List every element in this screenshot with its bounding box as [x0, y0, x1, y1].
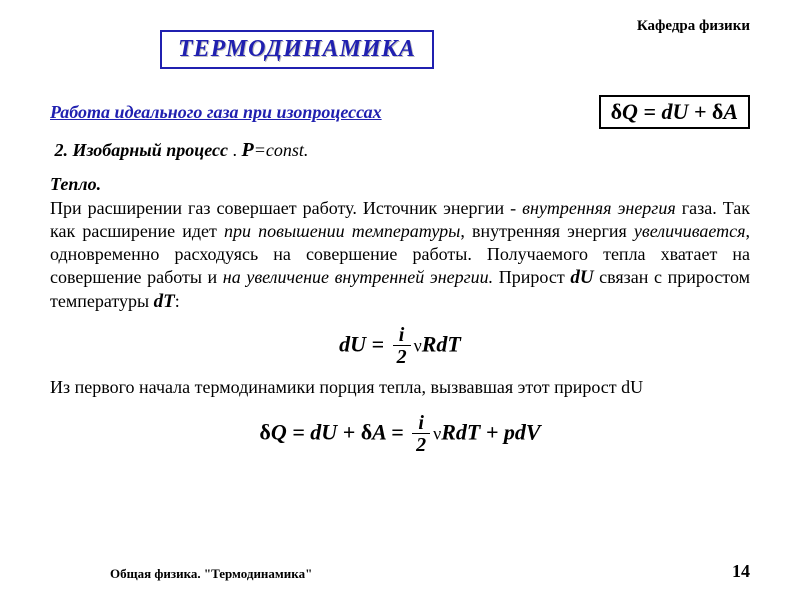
p1-t5: Прирост	[493, 267, 570, 287]
page-number: 14	[732, 561, 750, 582]
eq-A: A	[723, 99, 738, 124]
eq1-lhs: dU =	[339, 331, 389, 356]
p1-t1: При расширении газ совершает работу. Ист…	[50, 198, 522, 218]
subtitle: Работа идеального газа при изопроцессах	[50, 102, 382, 123]
eq1-num: i	[393, 325, 411, 346]
paragraph-2: Из первого начала термодинамики порция т…	[50, 376, 750, 399]
footer: Общая физика. "Термодинамика" 14	[0, 561, 800, 582]
eq2-d1: δ	[259, 419, 270, 444]
process-number: 2.	[55, 140, 69, 160]
eq2-den: 2	[412, 434, 430, 456]
p1-i3: увеличивается	[634, 221, 746, 241]
eq-Q: Q	[622, 99, 638, 124]
p2-v1: dU	[621, 377, 643, 397]
process-var: P	[242, 139, 254, 161]
p1-i4: на увеличение внутренней энергии.	[223, 267, 493, 287]
eq2-num: i	[412, 413, 430, 434]
p1-i2: при повышении температуры	[224, 221, 460, 241]
department-label: Кафедра физики	[637, 18, 750, 35]
process-dot: .	[228, 140, 242, 160]
process-name: Изобарный процесс	[73, 140, 229, 160]
process-eq: =	[254, 140, 266, 160]
paragraph-1: При расширении газ совершает работу. Ист…	[50, 197, 750, 315]
p1-v1: dU	[570, 267, 593, 288]
eq-delta2: δ	[712, 99, 723, 124]
process-line: 2. Изобарный процесс . P=const.	[50, 139, 750, 162]
eq2-p2: A =	[372, 419, 409, 444]
eq2-frac: i2	[412, 413, 430, 456]
heat-label: Тепло.	[50, 174, 750, 195]
eq-delta1: δ	[611, 99, 622, 124]
eq1-nu: ν	[414, 335, 422, 355]
course-label: Общая физика. "Термодинамика"	[110, 566, 312, 582]
eq-eq: =	[638, 99, 662, 124]
eq2-p1: Q = dU +	[271, 419, 361, 444]
page-title: ТЕРМОДИНАМИКА	[178, 36, 416, 62]
equation-dU: dU = i2νRdT	[50, 325, 750, 368]
title-box: ТЕРМОДИНАМИКА	[160, 30, 434, 69]
p1-t7: :	[175, 291, 180, 311]
main-equation: δQ = dU + δA	[599, 95, 750, 129]
p2-t1: Из первого начала термодинамики порция т…	[50, 377, 621, 397]
eq1-frac: i2	[393, 325, 411, 368]
eq-dU: dU	[661, 99, 688, 124]
p1-v2: dТ	[154, 291, 175, 312]
eq1-den: 2	[393, 346, 411, 368]
eq1-rhs: RdT	[422, 331, 461, 356]
p1-t3: , внутренняя энергия	[460, 221, 634, 241]
eq2-d2: δ	[361, 419, 372, 444]
process-const: const.	[266, 140, 309, 160]
p1-i1: внутренняя энергия	[522, 198, 676, 218]
eq2-p3: RdT + pdV	[441, 419, 540, 444]
eq-plus: +	[688, 99, 712, 124]
equation-dQ: δQ = dU + δA = i2νRdT + pdV	[50, 413, 750, 456]
